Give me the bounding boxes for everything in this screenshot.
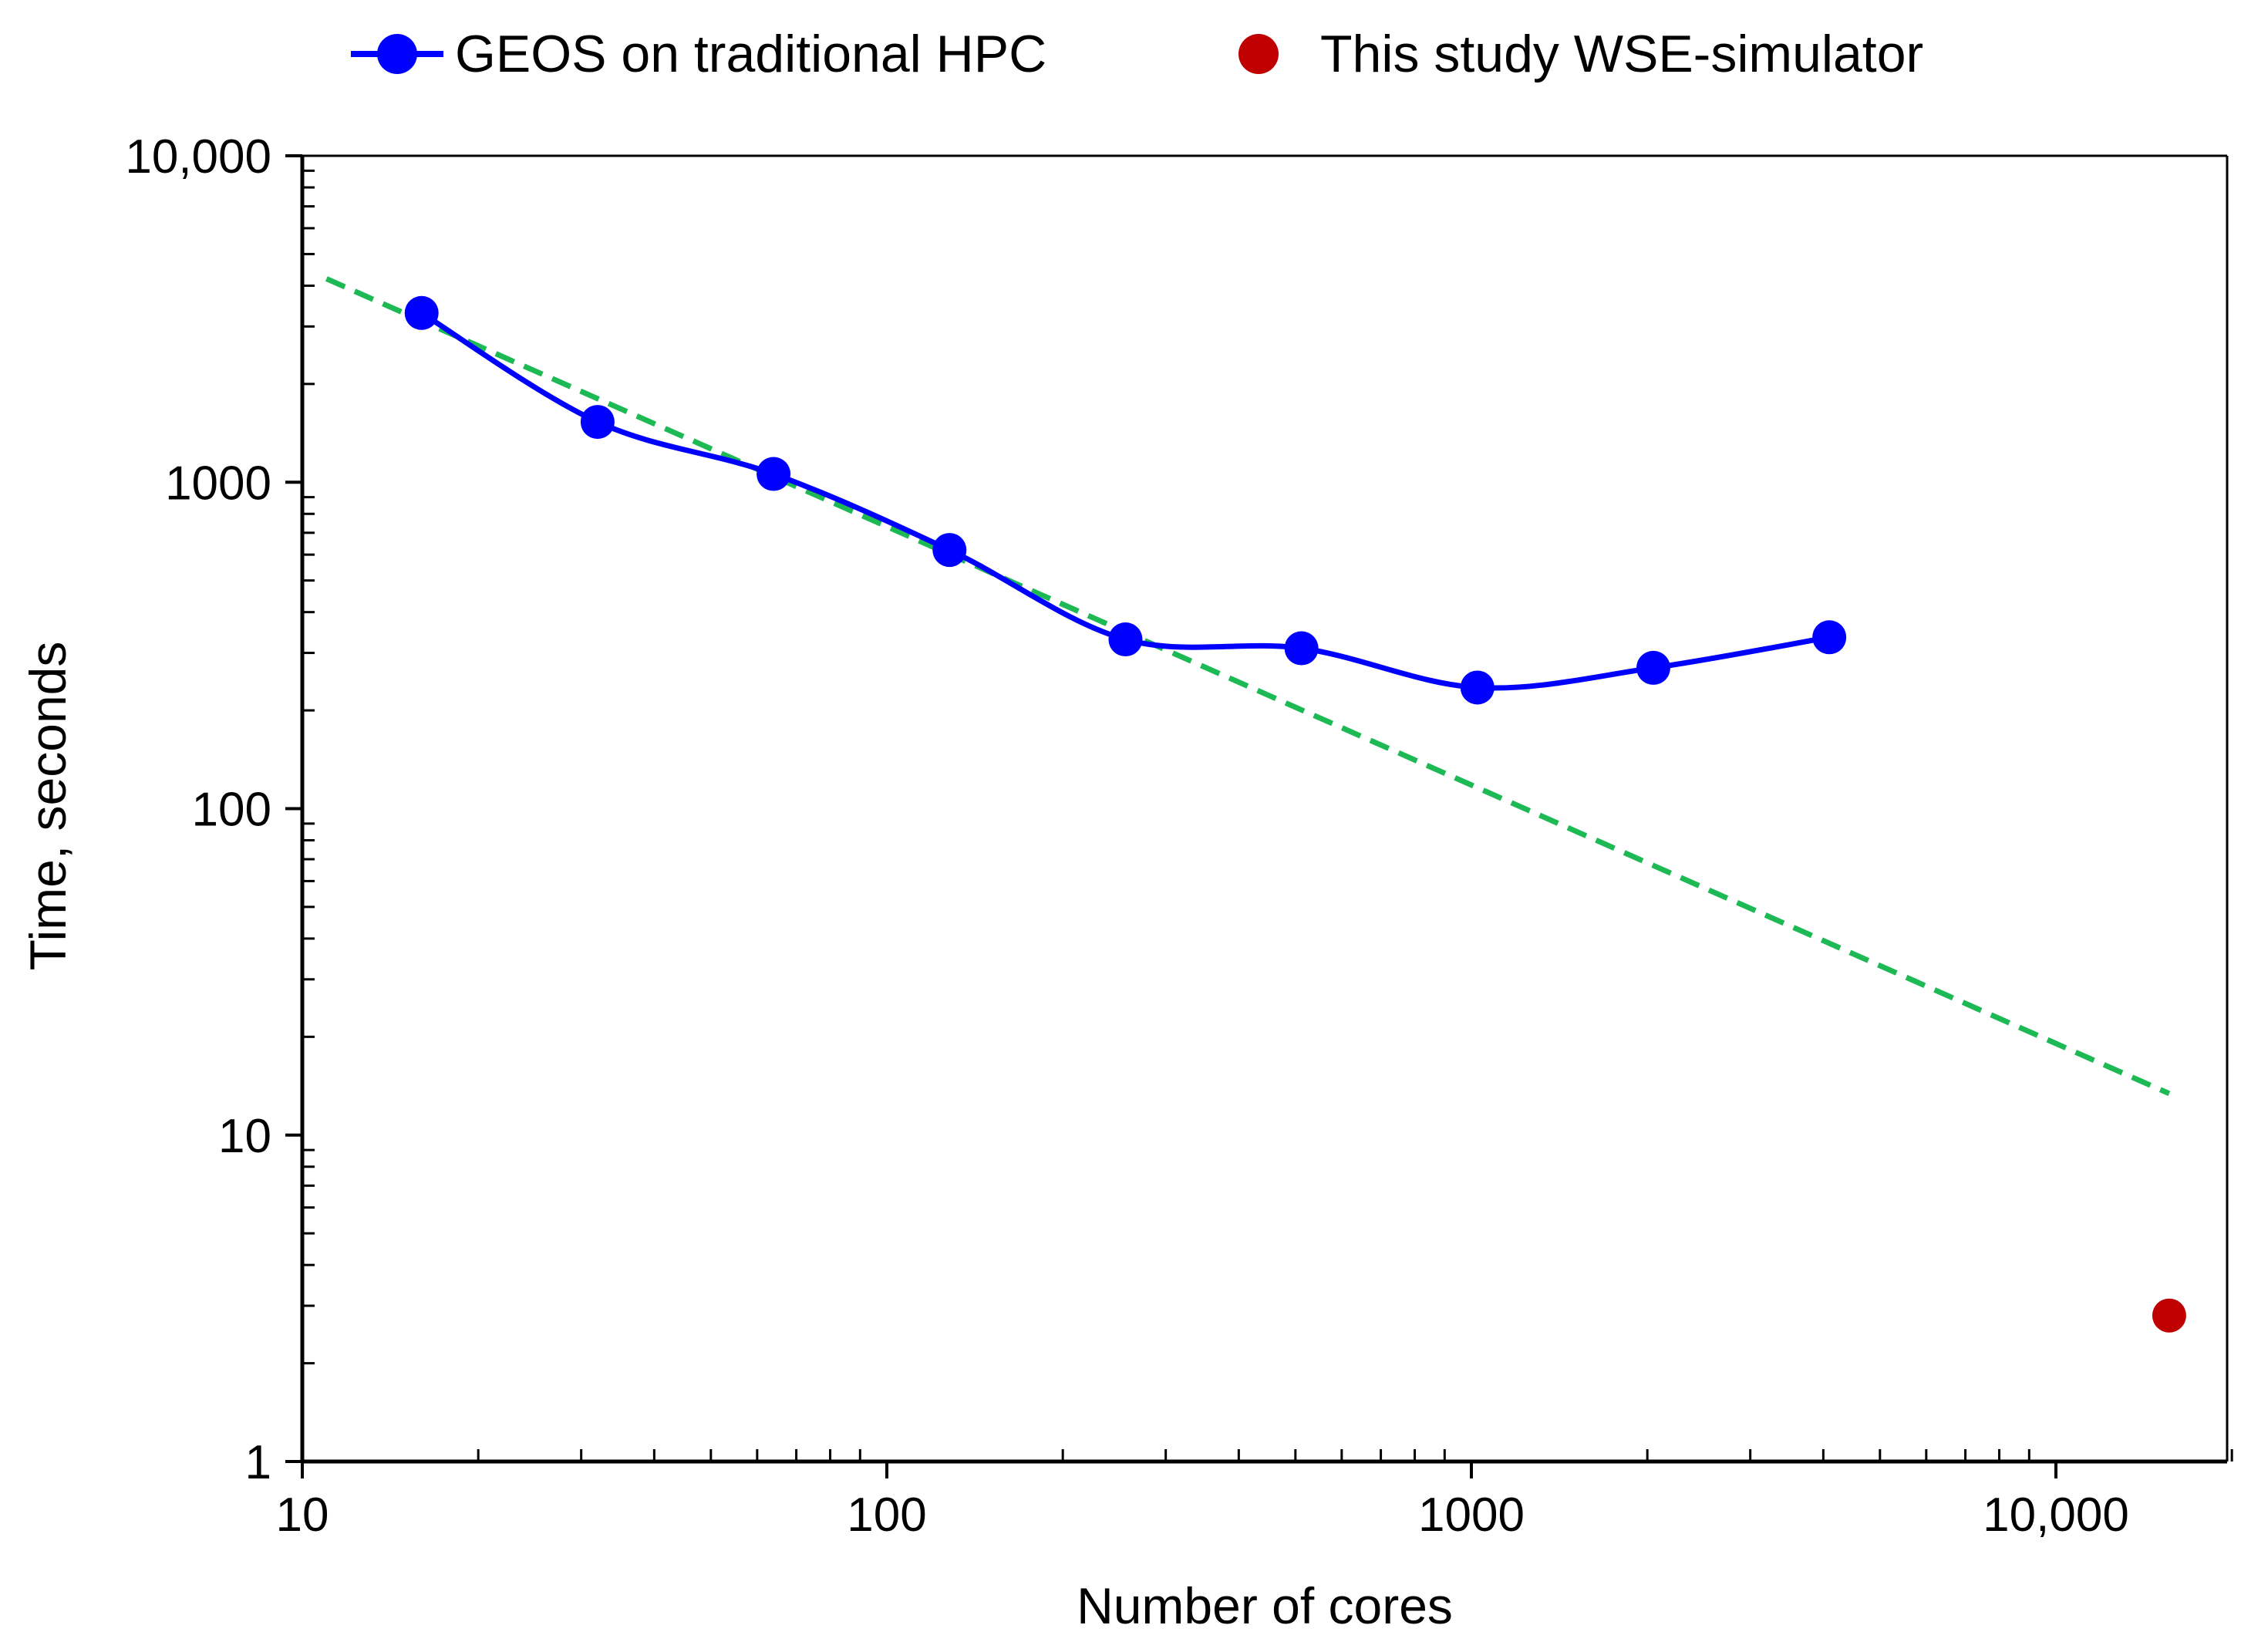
y-tick-label: 10 xyxy=(218,1110,271,1163)
geos-data-point xyxy=(757,457,791,491)
y-tick-label: 1000 xyxy=(165,457,271,510)
geos-series-points xyxy=(404,295,1847,705)
geos-data-point xyxy=(404,295,439,330)
y-tick-label: 10,000 xyxy=(125,130,271,184)
geos-data-point xyxy=(1636,650,1670,685)
geos-data-point xyxy=(1812,620,1847,655)
x-tick-label: 10,000 xyxy=(1983,1488,2129,1542)
x-tick-label: 100 xyxy=(847,1488,926,1542)
y-tick-labels: 1 10 100 1000 10,000 xyxy=(125,130,271,1489)
geos-data-point xyxy=(932,533,967,568)
legend: GEOS on traditional HPC This study WSE-s… xyxy=(351,25,1923,83)
plot-background xyxy=(302,156,2227,1462)
x-axis-title: Number of cores xyxy=(1077,1577,1453,1634)
legend-wse-marker xyxy=(1238,34,1279,74)
x-tick-labels: 10 100 1000 10,000 xyxy=(276,1488,2129,1542)
geos-data-point xyxy=(580,405,615,440)
y-axis-title: Time, seconds xyxy=(19,642,76,971)
geos-data-point xyxy=(1460,670,1495,705)
geos-data-point xyxy=(1108,622,1143,657)
legend-geos-marker xyxy=(377,34,417,74)
y-tick-label: 100 xyxy=(192,784,271,837)
minor-ticks xyxy=(302,169,2233,1462)
trendline-dashed xyxy=(325,276,2171,1097)
major-ticks xyxy=(285,154,2057,1478)
x-tick-label: 1000 xyxy=(1418,1488,1525,1542)
x-tick-label: 10 xyxy=(276,1488,329,1542)
legend-wse-label: This study WSE-simulator xyxy=(1320,25,1923,83)
y-tick-label: 1 xyxy=(245,1436,271,1489)
legend-geos-label: GEOS on traditional HPC xyxy=(455,25,1046,83)
geos-data-point xyxy=(1284,631,1319,666)
wse-series-points xyxy=(2152,1298,2186,1333)
wse-data-point xyxy=(2152,1298,2186,1333)
